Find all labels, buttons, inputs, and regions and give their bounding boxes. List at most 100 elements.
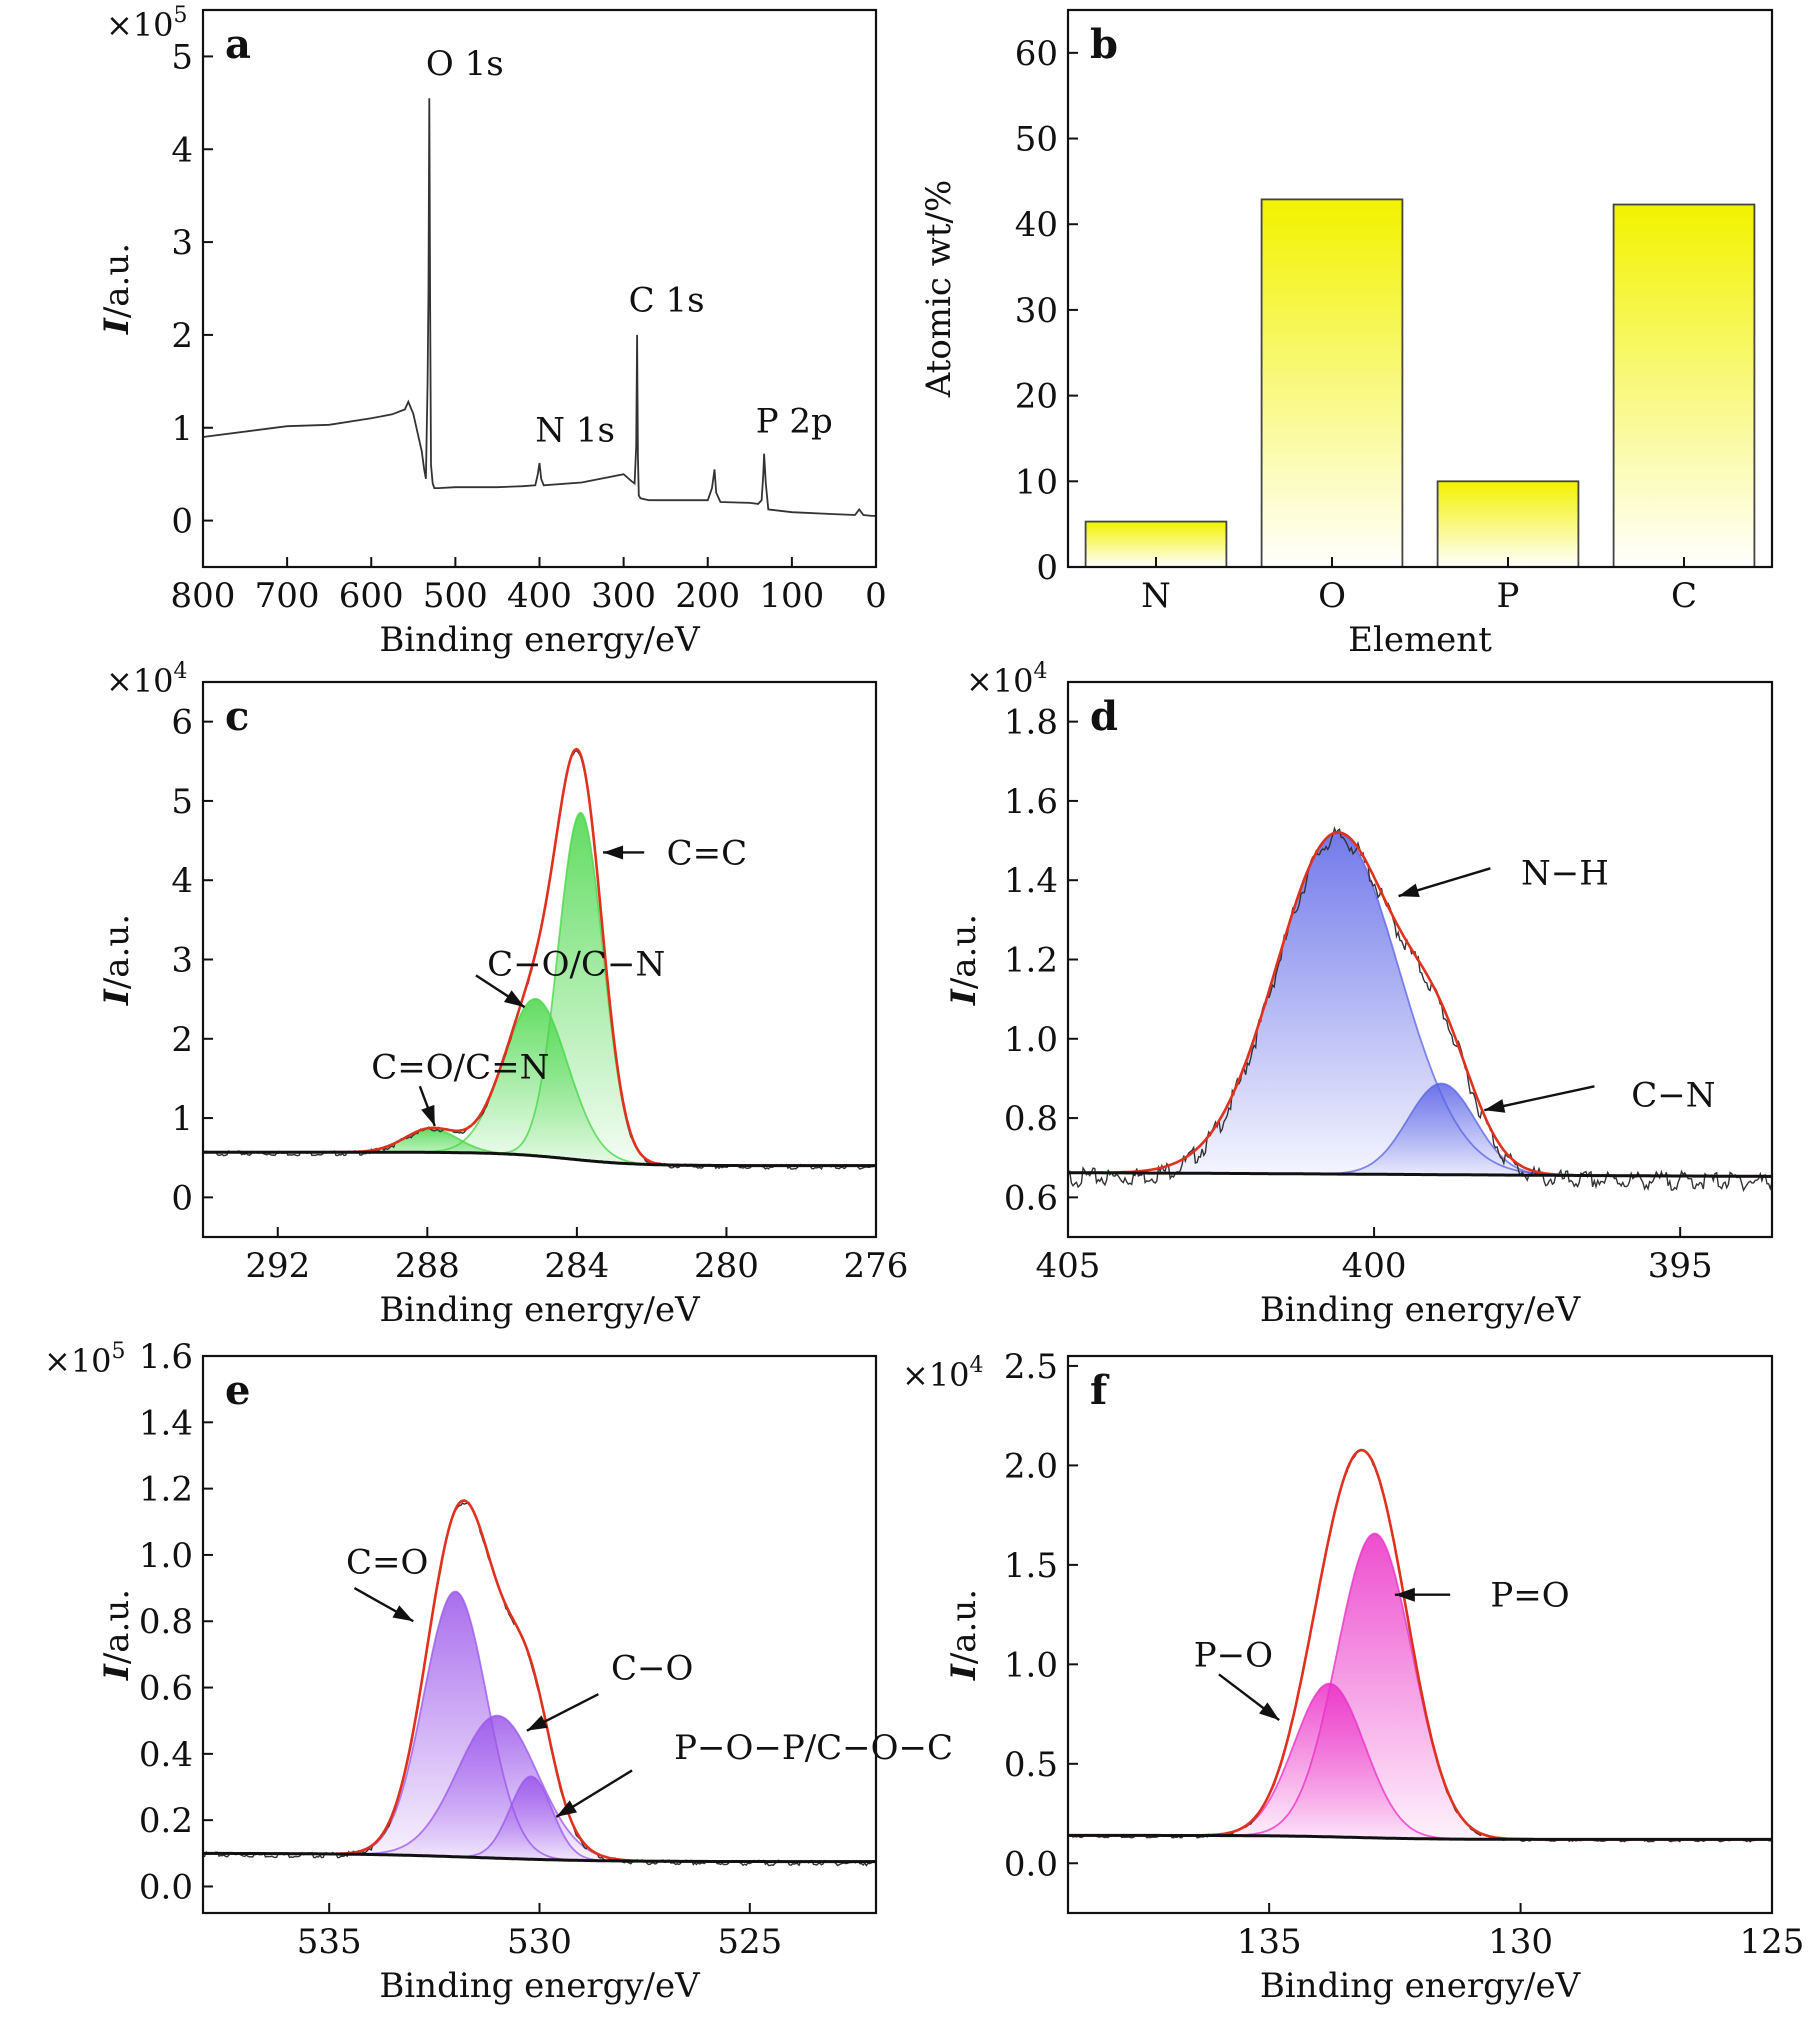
panel-a-y-axis-title: I/a.u. — [97, 243, 137, 335]
panel-f-arrow-head-1 — [1259, 1702, 1280, 1721]
panel-c-peak-label-2: C=O/C=N — [371, 1048, 549, 1088]
panel-c-arrow-head-0 — [603, 845, 624, 860]
panel-e-y-tick-label-5: 1.0 — [139, 1536, 193, 1576]
panel-e-y-tick-label-0: 0.0 — [139, 1867, 193, 1907]
panel-a-y-tick-label-2: 2 — [171, 316, 193, 356]
panel-d-x-axis-title: Binding energy/eV — [1260, 1290, 1582, 1330]
panel-a-x-tick-label-1: 700 — [255, 576, 320, 616]
panel-e-y-tick-label-6: 1.2 — [139, 1470, 193, 1510]
panel-d-y-tick-label-2: 1.0 — [1004, 1020, 1058, 1060]
panel-c-x-tick-label-0: 292 — [245, 1246, 310, 1286]
panel-d-y-tick-label-6: 1.8 — [1004, 703, 1058, 743]
panel-c-component-fill-1 — [203, 998, 876, 1166]
panel-d-y-tick-label-0: 0.6 — [1004, 1178, 1058, 1218]
panel-a-x-tick-label-2: 600 — [339, 576, 404, 616]
panel-e-multiplier: ×105 — [44, 1339, 126, 1380]
panel-c-y-tick-label-1: 1 — [171, 1099, 193, 1139]
panel-f-peak-label-0: P=O — [1490, 1576, 1569, 1616]
panel-e-component-fill-2 — [203, 1776, 876, 1862]
panel-e-o1s-spectrum: e ×105 Binding energy/eV I/a.u. 535 530 52… — [44, 1337, 953, 2006]
panel-d-component-fill-0 — [1068, 833, 1772, 1177]
panel-e-letter: e — [225, 1367, 250, 1414]
panel-e-y-tick-label-1: 0.2 — [139, 1801, 193, 1841]
panel-e-arrow-head-1 — [526, 1715, 548, 1731]
panel-b-atomic-composition: b Element Atomic wt/% N O P C 0 10 20 30 40 50 60 — [919, 8, 1774, 660]
panel-e-peak-label-0: C=O — [346, 1543, 428, 1583]
panel-e-arrow-head-0 — [392, 1605, 414, 1622]
panel-a-x-tick-label-3: 500 — [423, 576, 488, 616]
panel-a-peak-label-3: P 2p — [756, 401, 833, 441]
panel-e-y-tick-label-8: 1.6 — [139, 1337, 193, 1377]
panel-e-arrow-head-2 — [556, 1800, 578, 1817]
panel-f-x-axis-title: Binding energy/eV — [1260, 1966, 1582, 2006]
panel-f-background-line — [1068, 1833, 1772, 1841]
panel-c-x-tick-label-2: 284 — [544, 1246, 609, 1286]
panel-a-x-tick-label-6: 200 — [675, 576, 740, 616]
panel-a-y-tick-label-0: 0 — [171, 502, 193, 542]
panel-c-x-tick-label-1: 288 — [395, 1246, 460, 1286]
panel-f-y-tick-label-4: 2.0 — [1004, 1446, 1058, 1486]
panel-c-y-tick-label-3: 3 — [171, 941, 193, 981]
panel-c-y-axis-title: I/a.u. — [97, 914, 137, 1006]
panel-c-x-axis-title: Binding energy/eV — [379, 1290, 701, 1330]
panel-a-x-axis-title: Binding energy/eV — [379, 620, 701, 660]
panel-b-plot-frame — [1066, 8, 1774, 569]
panel-a-multiplier: ×105 — [106, 3, 188, 44]
panel-f-x-tick-label-0: 135 — [1237, 1922, 1302, 1962]
panel-d-peak-label-1: C−N — [1631, 1075, 1715, 1115]
panel-b-y-tick-label-5: 50 — [1015, 120, 1058, 160]
panel-b-x-tick-label-C: C — [1671, 576, 1697, 616]
panel-d-x-tick-label-0: 405 — [1036, 1246, 1101, 1286]
panel-d-x-tick-label-1: 400 — [1342, 1246, 1407, 1286]
panel-b-bar-O — [1260, 198, 1404, 568]
panel-b-x-axis-title: Element — [1348, 620, 1492, 660]
panel-f-plot-frame — [1066, 1354, 1774, 1915]
panel-d-plot-area — [1068, 826, 1772, 1192]
panel-b-y-tick-label-6: 60 — [1015, 34, 1058, 74]
panel-f-multiplier: ×104 — [902, 1353, 984, 1394]
panel-d-x-tick-label-2: 395 — [1648, 1246, 1713, 1286]
panel-f-y-tick-label-1: 0.5 — [1004, 1745, 1058, 1785]
panel-b-y-tick-label-2: 20 — [1015, 377, 1058, 417]
panel-b-y-tick-label-0: 0 — [1036, 548, 1058, 588]
panel-e-plot-area — [203, 1499, 876, 1867]
panel-b-letter: b — [1090, 21, 1118, 68]
panel-d-background-line — [1068, 1171, 1772, 1178]
panel-a-x-tick-label-5: 300 — [591, 576, 656, 616]
panel-e-peak-label-2: P−O−P/C−O−C — [674, 1728, 953, 1768]
panel-b-x-tick-label-N: N — [1141, 576, 1171, 616]
panel-a-peak-label-0: O 1s — [426, 44, 504, 84]
panel-c-arrow-head-1 — [503, 990, 525, 1008]
panel-a-y-tick-label-5: 5 — [171, 37, 193, 77]
panel-c-y-tick-label-4: 4 — [171, 861, 193, 901]
panel-c-arrow-head-2 — [421, 1104, 435, 1126]
panel-c-background-line — [203, 1150, 876, 1168]
panel-a-plot-frame — [201, 8, 878, 569]
panel-d-y-axis-title: I/a.u. — [944, 914, 984, 1006]
panel-c-peak-label-1: C−O/C−N — [487, 944, 665, 984]
panel-a-peak-label-1: C 1s — [629, 281, 705, 321]
panel-c-peak-label-0: C=C — [667, 833, 748, 873]
panel-e-x-tick-label-2: 525 — [717, 1922, 782, 1962]
panel-e-background-line — [203, 1851, 876, 1864]
panel-c-y-tick-label-5: 5 — [171, 782, 193, 822]
panel-b-y-axis-title: Atomic wt/% — [919, 180, 959, 399]
panel-b-y-tick-label-3: 30 — [1015, 291, 1058, 331]
panel-b-y-tick-label-1: 10 — [1015, 462, 1058, 502]
panel-c-letter: c — [225, 693, 249, 740]
panel-e-peak-label-1: C−O — [611, 1649, 693, 1689]
panel-e-y-tick-label-4: 0.8 — [139, 1602, 193, 1642]
panel-f-x-tick-label-1: 130 — [1488, 1922, 1553, 1962]
panel-a-x-tick-label-0: 800 — [171, 576, 236, 616]
panel-d-y-tick-label-5: 1.6 — [1004, 782, 1058, 822]
panel-f-component-fill-0 — [1068, 1533, 1772, 1840]
panel-a-y-tick-label-1: 1 — [171, 409, 193, 449]
panel-a-x-tick-label-8: 0 — [865, 576, 887, 616]
panel-d-y-tick-label-3: 1.2 — [1004, 941, 1058, 981]
panel-d-letter: d — [1090, 693, 1118, 740]
panel-d-component-fill-1 — [1068, 1083, 1772, 1177]
panel-b-y-tick-label-4: 40 — [1015, 205, 1058, 245]
panel-e-x-axis-title: Binding energy/eV — [379, 1966, 701, 2006]
panel-f-x-tick-label-2: 125 — [1740, 1922, 1805, 1962]
